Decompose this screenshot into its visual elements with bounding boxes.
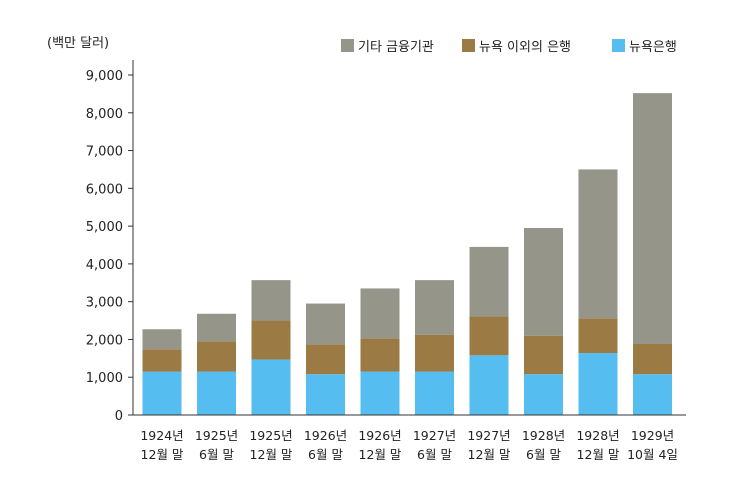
legend-label: 뉴욕 이외의 은행: [479, 39, 571, 55]
y-tick-label: 0: [115, 409, 123, 424]
y-tick-label: 4,000: [86, 258, 123, 273]
legend-swatch: [341, 39, 354, 52]
bar-segment-newyork-banks: [415, 371, 454, 415]
x-tick-label: 6월 말: [199, 447, 234, 462]
bars: [142, 93, 672, 415]
bar-segment-newyork-banks: [197, 371, 236, 415]
bar-segment-newyork-banks: [633, 374, 672, 415]
bar-segment-outside-newyork-banks: [578, 318, 618, 354]
x-tick-label: 1927년: [413, 428, 456, 443]
bar-segment-newyork-banks: [360, 371, 400, 415]
y-axis: 0 1,000 2,000 3,000 4,000 5,000 6,000 7,000 8,00…: [86, 60, 134, 424]
y-tick-label: 7,000: [86, 145, 123, 160]
bar-segment-newyork-banks: [524, 374, 563, 415]
x-axis: 1924년 12월 말 1925년 6월 말 1925년 12월 말 1926년 6월 말 19…: [133, 414, 686, 462]
bar-segment-other-institutions: [524, 228, 563, 336]
y-tick-label: 9,000: [86, 69, 123, 84]
x-tick-label: 1926년: [358, 428, 401, 443]
y-tick-label: 8,000: [86, 107, 123, 122]
bar-segment-outside-newyork-banks: [633, 343, 672, 375]
x-tick-label: 1925년: [249, 428, 292, 443]
x-tick-label: 1925년: [195, 428, 238, 443]
bar-segment-newyork-banks: [469, 355, 509, 415]
x-tick-label: 12월 말: [468, 447, 511, 462]
legend-swatch: [612, 39, 625, 52]
bar-segment-outside-newyork-banks: [306, 344, 345, 375]
y-tick-label: 5,000: [86, 220, 123, 235]
bar-segment-outside-newyork-banks: [197, 341, 236, 372]
bar-segment-outside-newyork-banks: [469, 316, 509, 356]
legend-swatch: [462, 39, 475, 52]
bar-segment-newyork-banks: [306, 374, 345, 415]
x-tick-label: 1929년: [631, 428, 674, 443]
bar-segment-other-institutions: [415, 280, 454, 335]
legend-label: 기타 금융기관: [358, 40, 434, 55]
x-tick-label: 1928년: [576, 428, 619, 443]
bar-segment-outside-newyork-banks: [524, 335, 563, 375]
bar-segment-other-institutions: [251, 280, 291, 321]
bar-segment-outside-newyork-banks: [251, 320, 291, 360]
y-tick-label: 6,000: [86, 182, 123, 197]
y-tick-label: 3,000: [86, 296, 123, 311]
x-tick-label: 1926년: [304, 428, 347, 443]
legend: 기타 금융기관 뉴욕 이외의 은행 뉴욕은행: [341, 39, 677, 55]
x-tick-label: 1928년: [522, 428, 565, 443]
x-tick-label: 1927년: [467, 428, 510, 443]
x-tick-label: 12월 말: [250, 447, 293, 462]
x-tick-label: 6월 말: [417, 447, 452, 462]
x-tick-label: 1924년: [140, 428, 183, 443]
x-tick-label: 6월 말: [308, 447, 343, 462]
bar-segment-other-institutions: [306, 303, 345, 345]
bar-segment-other-institutions: [360, 288, 400, 339]
y-axis-unit-label: (백만 달러): [47, 36, 109, 51]
y-tick-label: 2,000: [86, 333, 123, 348]
bar-segment-outside-newyork-banks: [415, 334, 454, 372]
bar-segment-newyork-banks: [578, 353, 618, 415]
x-tick-label: 12월 말: [141, 447, 184, 462]
y-tick-label: 1,000: [86, 371, 123, 386]
x-tick-label: 12월 말: [577, 447, 620, 462]
x-tick-label: 6월 말: [526, 447, 561, 462]
bar-segment-other-institutions: [633, 93, 672, 344]
bar-segment-other-institutions: [197, 313, 236, 342]
bar-segment-newyork-banks: [142, 371, 182, 415]
bar-segment-other-institutions: [469, 246, 509, 317]
x-tick-label: 12월 말: [359, 447, 402, 462]
bar-segment-outside-newyork-banks: [142, 349, 182, 372]
bar-segment-other-institutions: [142, 329, 182, 350]
legend-label: 뉴욕은행: [629, 39, 677, 55]
bar-segment-newyork-banks: [251, 359, 291, 415]
x-tick-label: 10월 4일: [627, 447, 678, 462]
bar-segment-outside-newyork-banks: [360, 338, 400, 372]
bar-segment-other-institutions: [578, 169, 618, 319]
